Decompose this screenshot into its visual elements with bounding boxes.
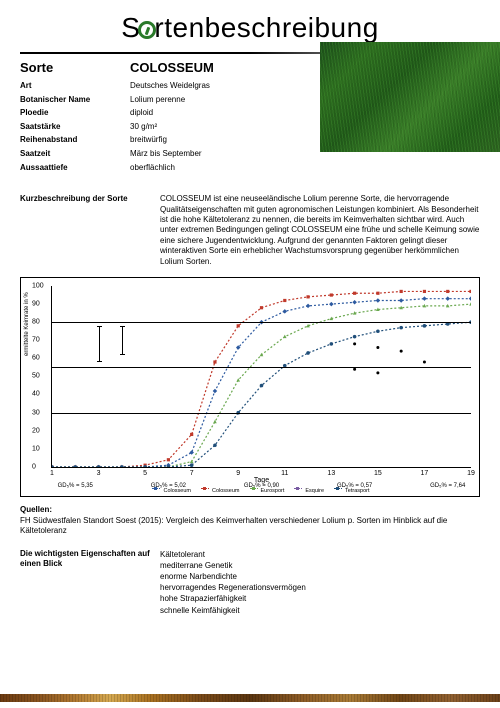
y-tick: 30 bbox=[32, 409, 40, 416]
x-tick: 5 bbox=[143, 470, 147, 477]
sources-heading: Quellen: bbox=[20, 505, 480, 514]
grass-photo bbox=[320, 42, 500, 152]
grid-line bbox=[52, 322, 471, 323]
x-tick: 15 bbox=[374, 470, 382, 477]
field-label: Reihenabstand bbox=[20, 133, 130, 147]
x-tick: 11 bbox=[281, 470, 288, 477]
legend-swatch bbox=[250, 488, 258, 493]
y-tick: 70 bbox=[32, 337, 40, 344]
page-title: Srtenbeschreibung bbox=[20, 12, 480, 44]
x-tick: 1 bbox=[50, 470, 54, 477]
legend-item: Esquire bbox=[294, 488, 324, 494]
prop-item: mediterrane Genetik bbox=[160, 560, 480, 571]
legend-swatch bbox=[294, 488, 302, 493]
grid-line bbox=[52, 413, 471, 414]
y-tick: 0 bbox=[32, 463, 36, 470]
field-label: Ploedie bbox=[20, 106, 130, 120]
field-label: Art bbox=[20, 79, 130, 93]
prop-item: Kältetolerant bbox=[160, 549, 480, 560]
field-label: Saatstärke bbox=[20, 120, 130, 134]
y-tick: 10 bbox=[32, 445, 40, 452]
x-tick: 19 bbox=[467, 470, 475, 477]
x-tick: 9 bbox=[236, 470, 240, 477]
props-list: Kältetolerantmediterrane Genetikenorme N… bbox=[160, 549, 480, 616]
y-tick: 100 bbox=[32, 282, 44, 289]
x-tick: 13 bbox=[327, 470, 335, 477]
field-value: diploid bbox=[130, 106, 270, 120]
desc-heading: Kurzbeschreibung der Sorte bbox=[20, 194, 160, 267]
y-tick: 20 bbox=[32, 427, 40, 434]
seed-footer-band bbox=[0, 694, 500, 702]
legend-item: Tetrasport bbox=[334, 488, 369, 494]
desc-text: COLOSSEUM ist eine neuseeländische Loliu… bbox=[160, 194, 480, 267]
x-tick: 3 bbox=[97, 470, 101, 477]
x-tick: 17 bbox=[421, 470, 429, 477]
chart-legend: Colosseum Colosseum Eurosport Esquire Tetras… bbox=[51, 488, 471, 494]
legend-item: Colosseum bbox=[201, 488, 240, 494]
field-value: März bis September bbox=[130, 147, 270, 161]
y-tick: 60 bbox=[32, 355, 40, 362]
y-axis-label: ermittelte Keimrate in % bbox=[24, 293, 30, 357]
chart-plot bbox=[52, 286, 471, 467]
field-label: Aussaattiefe bbox=[20, 161, 130, 175]
x-tick: 7 bbox=[190, 470, 194, 477]
legend-label: Colosseum bbox=[163, 488, 191, 494]
legend-item: Colosseum bbox=[152, 488, 191, 494]
legend-label: Esquire bbox=[305, 488, 324, 494]
legend-label: Colosseum bbox=[212, 488, 240, 494]
field-label: Botanischer Name bbox=[20, 93, 130, 107]
grid-line bbox=[52, 367, 471, 368]
legend-swatch bbox=[201, 488, 209, 493]
props-heading: Die wichtigsten Eigenschaften auf einen … bbox=[20, 549, 160, 616]
field-value: Deutsches Weidelgras bbox=[130, 79, 270, 93]
y-tick: 40 bbox=[32, 391, 40, 398]
sorte-header: Sorte bbox=[20, 60, 130, 75]
prop-item: hohe Strapazierfähigkeit bbox=[160, 593, 480, 604]
legend-item: Eurosport bbox=[250, 488, 285, 494]
y-tick: 90 bbox=[32, 300, 40, 307]
error-bar bbox=[122, 326, 123, 355]
field-label: Saatzeit bbox=[20, 147, 130, 161]
field-value: 30 g/m² bbox=[130, 120, 270, 134]
variety-name: COLOSSEUM bbox=[130, 60, 270, 75]
error-bar bbox=[99, 326, 100, 362]
field-value: breitwürfig bbox=[130, 133, 270, 147]
legend-label: Tetrasport bbox=[345, 488, 369, 494]
prop-item: enorme Narbendichte bbox=[160, 571, 480, 582]
prop-item: schnelle Keimfähigkeit bbox=[160, 605, 480, 616]
sources-text: FH Südwestfalen Standort Soest (2015): V… bbox=[20, 516, 480, 537]
y-tick: 50 bbox=[32, 373, 40, 380]
germination-chart: ermittelte Keimrate in % 0 10 20 30 40 50 60 70… bbox=[20, 277, 480, 497]
legend-swatch bbox=[334, 488, 342, 493]
field-value: oberflächlich bbox=[130, 161, 270, 175]
legend-swatch bbox=[152, 488, 160, 493]
title-post: rtenbeschreibung bbox=[154, 12, 378, 43]
prop-item: hervorragendes Regenerationsvermögen bbox=[160, 582, 480, 593]
y-tick: 80 bbox=[32, 319, 40, 326]
field-value: Lolium perenne bbox=[130, 93, 270, 107]
legend-label: Eurosport bbox=[261, 488, 285, 494]
